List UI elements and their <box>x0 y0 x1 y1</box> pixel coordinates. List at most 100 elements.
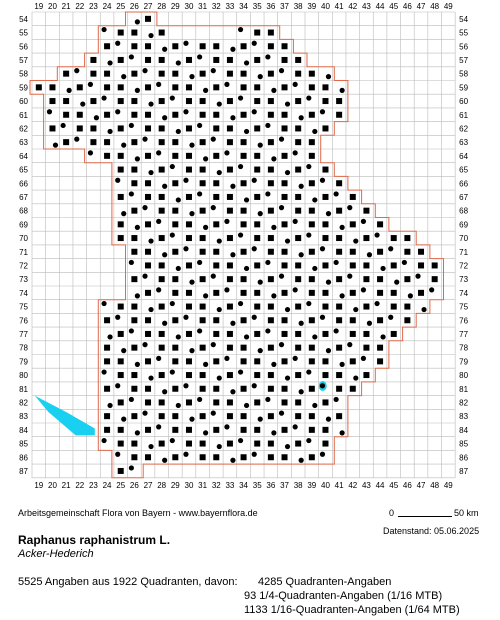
occurrence-marker <box>213 330 220 337</box>
occurrence-marker <box>90 56 97 63</box>
occurrence-marker <box>199 372 206 379</box>
occurrence-marker <box>295 413 302 420</box>
occurrence-marker <box>363 344 370 351</box>
x-tick-label-top: 49 <box>444 2 453 11</box>
occurrence-marker <box>333 328 339 334</box>
y-tick-label-right: 79 <box>459 357 468 366</box>
occurrence-marker <box>145 152 152 159</box>
y-tick-label-right: 73 <box>459 275 468 284</box>
occurrence-marker <box>322 193 329 200</box>
occurrence-marker <box>237 95 244 101</box>
occurrence-marker <box>308 385 315 392</box>
occurrence-marker <box>284 238 291 244</box>
x-tick-label-top: 30 <box>185 2 194 11</box>
occurrence-marker <box>240 385 247 392</box>
occurrence-markers <box>35 15 438 474</box>
x-tick-label-top: 43 <box>362 2 371 11</box>
occurrence-marker <box>115 40 121 46</box>
x-tick-label-bottom: 43 <box>362 481 371 490</box>
occurrence-marker <box>145 125 152 132</box>
occurrence-marker <box>121 142 127 148</box>
occurrence-marker <box>203 430 209 436</box>
occurrence-marker <box>175 265 181 272</box>
y-tick-label-right: 86 <box>459 453 468 462</box>
occurrence-marker <box>353 375 359 381</box>
occurrence-marker <box>336 111 343 118</box>
y-tick-label-right: 75 <box>459 303 468 312</box>
occurrence-marker <box>117 29 124 36</box>
occurrence-marker <box>131 372 138 379</box>
occurrence-marker <box>339 224 345 230</box>
occurrence-marker <box>363 207 370 214</box>
occurrence-marker <box>230 46 236 52</box>
occurrence-marker <box>312 402 318 409</box>
occurrence-marker <box>226 125 233 132</box>
occurrence-marker <box>134 19 140 25</box>
occurrence-marker <box>131 440 138 447</box>
y-tick-label-right: 63 <box>459 138 468 147</box>
occurrence-marker <box>131 43 138 50</box>
occurrence-marker <box>115 383 121 389</box>
occurrence-marker <box>148 306 154 313</box>
occurrence-marker <box>90 70 97 77</box>
occurrence-marker <box>292 355 298 361</box>
occurrence-marker <box>104 344 111 351</box>
occurrence-marker <box>240 84 247 91</box>
occurrence-marker <box>226 440 233 447</box>
y-tick-label-left: 85 <box>19 440 28 449</box>
occurrence-marker <box>185 262 192 269</box>
occurrence-marker <box>183 109 189 115</box>
occurrence-marker <box>189 74 195 80</box>
occurrence-marker <box>213 43 220 50</box>
y-tick-label-right: 60 <box>459 97 468 106</box>
occurrence-marker <box>131 385 138 392</box>
y-tick-label-left: 81 <box>19 385 28 394</box>
occurrence-marker <box>407 293 413 299</box>
occurrence-marker <box>121 74 127 80</box>
occurrence-marker <box>281 289 288 296</box>
x-tick-label-bottom: 49 <box>444 481 453 490</box>
occurrence-marker <box>284 443 291 450</box>
y-tick-label-left: 60 <box>19 97 28 106</box>
occurrence-marker <box>271 430 277 436</box>
occurrence-marker <box>213 289 220 296</box>
occurrence-marker <box>172 358 179 365</box>
occurrence-marker <box>162 389 168 395</box>
occurrence-marker <box>158 193 165 200</box>
occurrence-marker <box>189 142 195 148</box>
y-tick-label-right: 56 <box>459 42 468 51</box>
occurrence-marker <box>87 150 94 156</box>
occurrence-marker <box>319 177 326 183</box>
occurrence-marker <box>213 426 220 433</box>
occurrence-marker <box>90 139 97 146</box>
occurrence-marker <box>172 289 179 296</box>
occurrence-marker <box>278 342 285 348</box>
occurrence-marker <box>107 402 113 409</box>
occurrence-marker <box>349 221 356 228</box>
occurrence-marker <box>267 139 274 146</box>
map-grid <box>31 11 456 479</box>
occurrence-marker <box>104 426 111 433</box>
y-tick-label-right: 82 <box>459 398 468 407</box>
occurrence-marker <box>401 259 407 266</box>
occurrence-marker <box>429 287 435 293</box>
occurrence-marker <box>74 136 80 142</box>
occurrence-marker <box>172 70 179 77</box>
occurrence-marker <box>117 399 124 406</box>
occurrence-marker <box>199 166 206 173</box>
occurrence-marker <box>333 259 339 266</box>
occurrence-marker <box>104 413 111 420</box>
x-tick-label-top: 27 <box>144 2 153 11</box>
y-tick-label-right: 77 <box>459 330 468 339</box>
y-tick-label-left: 68 <box>19 207 28 216</box>
occurrence-marker <box>308 221 315 228</box>
occurrence-marker <box>308 454 315 461</box>
occurrence-marker <box>404 317 411 324</box>
occurrence-marker <box>117 440 124 447</box>
y-tick-label-left: 80 <box>19 371 28 380</box>
occurrence-marker <box>336 248 343 255</box>
occurrence-marker <box>117 125 124 132</box>
occurrence-marker <box>131 166 138 173</box>
occurrence-marker <box>254 125 261 132</box>
occurrence-marker <box>145 330 152 337</box>
